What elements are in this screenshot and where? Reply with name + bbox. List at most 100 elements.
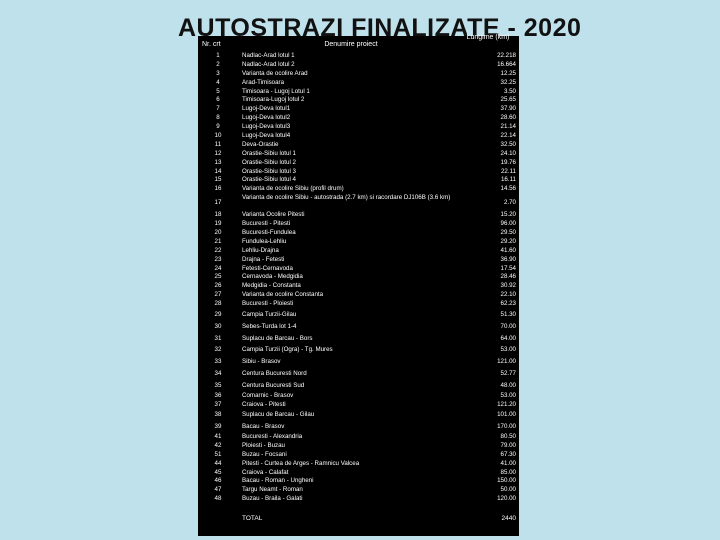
row-name: Craiova - Calafat [242, 468, 289, 476]
table-row: 24 Fetesti-Cernavoda 17.54 [198, 265, 519, 274]
table-row: 27 Varianta de ocolire Constanta 22.10 [198, 291, 519, 300]
row-number: 24 [214, 264, 222, 272]
row-name: Lugoj-Deva lotul3 [242, 123, 291, 131]
row-name: Bucuresti - Alexandria [242, 433, 303, 440]
row-number: 27 [214, 291, 222, 299]
row-name: Orastie-Sibiu lotul 4 [242, 176, 296, 184]
row-number: 51 [214, 450, 222, 458]
row-name: Varianta de ocolire Arad [242, 69, 308, 77]
row-length: 62.23 [500, 300, 516, 308]
row-number: 46 [214, 477, 222, 485]
row-name: Orastie-Sibiu lotul 3 [242, 167, 296, 175]
row-number: 8 [216, 114, 220, 122]
table-row: 25 Cernavoda - Medgidia 28.46 [198, 273, 519, 282]
row-name: Varianta de ocolire Sibiu - autostrada (… [242, 194, 451, 202]
row-length: 150.00 [497, 477, 516, 485]
table-row: 10 Lugoj-Deva lotul4 22.14 [198, 132, 519, 141]
total-value: 2440 [501, 515, 516, 522]
row-length: 85.00 [500, 468, 516, 476]
table-row: 30 Sebes-Turda lot 1-4 70.00 [198, 321, 519, 333]
row-length: 37.90 [500, 105, 516, 113]
row-name: Campia Turzii (Ogra) - Tg. Mures [242, 346, 333, 354]
row-length: 67.30 [500, 450, 516, 458]
row-name: Medgidia - Constanta [242, 282, 301, 290]
row-length: 2.70 [503, 199, 516, 207]
row-name: Drajna - Fetesti [242, 255, 285, 263]
row-number: 36 [214, 391, 222, 399]
row-length: 53.00 [500, 346, 516, 354]
row-length: 120.00 [497, 495, 516, 503]
table-row: 13 Orastie-Sibiu lotul 2 19.76 [198, 159, 519, 168]
row-number: 7 [216, 105, 220, 113]
row-name: Timisoara - Lugoj Lotul 1 [242, 87, 310, 95]
row-name: Orastie-Sibiu lotul 2 [242, 158, 296, 166]
row-name: Deva-Orastie [242, 140, 279, 148]
row-length: 22.218 [497, 52, 516, 59]
row-length: 28.60 [500, 114, 516, 122]
row-name: Orastie-Sibiu lotul 1 [242, 149, 296, 157]
row-number: 47 [214, 486, 222, 494]
row-length: 29.50 [500, 229, 516, 237]
row-length: 28.46 [500, 273, 516, 281]
row-name: Lugoj-Deva lotul2 [242, 114, 291, 122]
table-row: 6 Timisoara-Lugoj lotul 2 25.65 [198, 96, 519, 105]
row-number: 31 [214, 334, 222, 342]
row-number: 23 [214, 255, 222, 263]
row-name: Nadlac-Arad lotul 1 [242, 52, 295, 59]
table-row: 17 Varianta de ocolire Sibiu - autostrada… [198, 194, 519, 211]
table-row: 11 Deva-Orastie 32.50 [198, 141, 519, 150]
row-name: Lugoj-Deva lotul4 [242, 132, 291, 140]
row-number: 11 [214, 140, 222, 148]
table-row: 5 Timisoara - Lugoj Lotul 1 3.50 [198, 88, 519, 97]
row-number: 33 [214, 358, 222, 366]
row-length: 79.00 [500, 441, 516, 449]
row-length: 22.10 [500, 291, 516, 299]
row-length: 25.65 [500, 96, 516, 104]
row-number: 12 [214, 149, 222, 157]
row-number: 42 [214, 441, 222, 449]
row-name: Targu Neamt - Roman [242, 486, 303, 494]
row-length: 16.11 [500, 176, 516, 184]
row-number: 34 [214, 370, 222, 378]
row-length: 121.20 [497, 400, 516, 408]
table-row: 19 Bucuresti - Pitesti 96.00 [198, 220, 519, 229]
table-row: 1 Nadlac-Arad lotul 1 22.218 [198, 52, 519, 61]
table-row: 51 Buzau - Focsani 67.30 [198, 451, 519, 460]
row-length: 12.25 [500, 69, 516, 77]
table-row: 37 Craiova - Pitesti 121.20 [198, 401, 519, 410]
row-number: 20 [214, 229, 222, 237]
row-name: Cernavoda - Medgidia [242, 273, 303, 281]
row-number: 38 [214, 411, 222, 419]
row-number: 44 [214, 459, 222, 467]
table-row: 20 Bucuresti-Fundulea 29.50 [198, 229, 519, 238]
row-length: 17.54 [500, 264, 516, 272]
row-length: 29.20 [500, 237, 516, 245]
row-number: 37 [214, 400, 222, 408]
row-length: 48.00 [500, 381, 516, 389]
table-row: 31 Suplacu de Barcau - Bors 64.00 [198, 333, 519, 345]
header-nr: Nr. crt [202, 41, 221, 48]
table-row: 26 Medgidia - Constanta 30.92 [198, 282, 519, 291]
row-name: Varianta de ocolire Constanta [242, 291, 324, 299]
row-number: 21 [214, 237, 222, 245]
row-name: Comarnic - Brasov [242, 391, 294, 399]
row-name: Bucuresti - Ploiesti [242, 300, 294, 308]
row-length: 22.11 [500, 167, 516, 175]
row-name: Centura Bucuresti Nord [242, 370, 307, 378]
row-number: 3 [216, 69, 220, 77]
row-length: 36.90 [500, 255, 516, 263]
header-name: Denumire proiect [324, 41, 378, 48]
row-name: Bucuresti-Fundulea [242, 229, 296, 237]
row-length: 101.00 [497, 411, 516, 419]
row-number: 32 [214, 346, 222, 354]
row-name: Nadlac-Arad lotul 2 [242, 60, 295, 68]
row-length: 170.00 [497, 423, 516, 431]
row-length: 70.00 [500, 322, 516, 330]
row-length: 121.00 [497, 358, 516, 366]
row-name: Bacau - Roman - Ungheni [242, 477, 314, 485]
table-row: 16 Varianta de ocolire Sibiu (profil drum… [198, 185, 519, 194]
row-name: Suplacu de Barcau - Bors [242, 334, 313, 342]
table-row: 3 Varianta de ocolire Arad 12.25 [198, 70, 519, 79]
row-name: Arad-Timisoara [242, 78, 285, 86]
row-number: 35 [214, 381, 222, 389]
